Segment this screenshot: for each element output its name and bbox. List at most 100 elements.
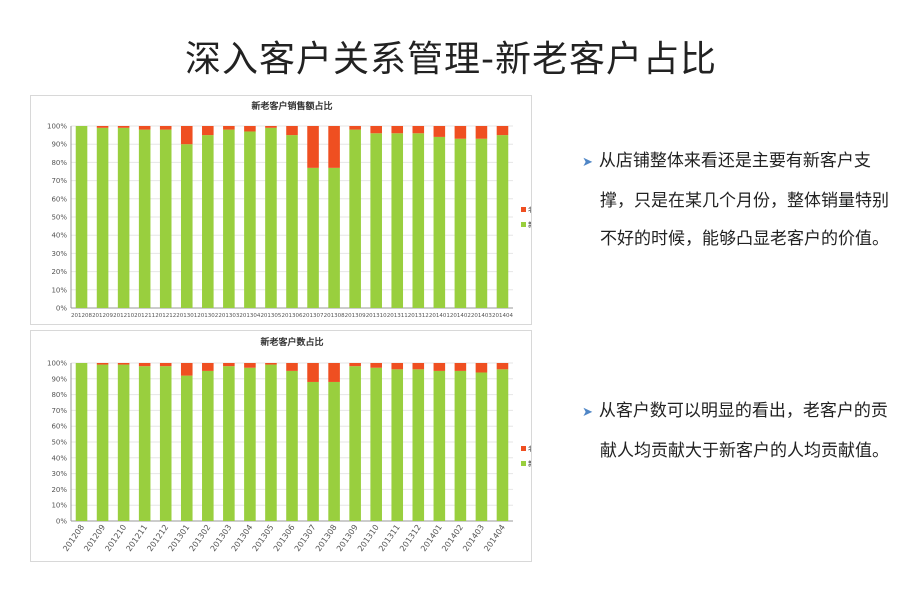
bar-old-customer (202, 126, 214, 136)
bar-new-customer (244, 131, 256, 308)
x-tick-label: 201312 (408, 313, 429, 319)
y-tick-label: 80% (51, 391, 67, 399)
bar-old-customer (117, 363, 130, 365)
y-tick-label: 0% (56, 518, 67, 526)
y-tick-label: 20% (51, 486, 67, 494)
bar-old-customer (433, 363, 446, 371)
x-tick-label: 201402 (450, 313, 471, 319)
y-tick-label: 40% (51, 454, 67, 462)
bar-new-customer (202, 135, 214, 308)
bar-new-customer (159, 366, 172, 521)
bar-new-customer (496, 369, 509, 521)
bar-new-customer (286, 370, 298, 521)
sales-share-chart-svg: 新老客户销售额占比 0% 10% 20% 30% 40% 50% 60% 70% 80% 90% 10… (47, 100, 531, 319)
bar-new-customer (180, 375, 193, 521)
y-tick-label: 30% (51, 250, 67, 258)
x-tick-label: 201305 (260, 313, 281, 319)
x-tick-label: 201208 (71, 313, 92, 319)
y-tick-label: 60% (51, 195, 67, 203)
bar-old-customer (286, 363, 298, 371)
x-tick-label: 201212 (155, 313, 176, 319)
y-tick-label: 90% (51, 141, 67, 149)
bar-old-customer (180, 126, 193, 145)
bar-new-customer (307, 167, 319, 308)
chart-title: 新老客户数占比 (260, 336, 323, 348)
bar-old-customer (307, 363, 319, 382)
chart-title: 新老客户销售额占比 (251, 100, 332, 112)
bar-new-customer (244, 367, 256, 521)
bar-new-customer (475, 138, 488, 308)
bar-old-customer (138, 363, 151, 367)
bar-new-customer (391, 369, 404, 521)
y-tick-label: 50% (51, 214, 67, 222)
legend-label: 新客户 (528, 459, 531, 468)
bar-old-customer (223, 126, 235, 130)
bar-new-customer (475, 372, 488, 521)
bar-old-customer (370, 126, 382, 134)
x-tick-label: 201311 (387, 313, 408, 319)
bar-new-customer (223, 366, 235, 521)
x-tick-label: 201304 (239, 313, 260, 319)
bar-old-customer (475, 126, 488, 139)
x-tick-label: 201401 (429, 313, 450, 319)
bar-old-customer (391, 126, 404, 134)
bar-new-customer (223, 129, 235, 308)
insight-bullet-2: ➤ 从客户数可以明显的看出，老客户的贡献人均贡献大于新客户的人均贡献值。 (582, 392, 890, 470)
bar-old-customer (265, 126, 277, 128)
bar-old-customer (496, 126, 509, 136)
x-tick-label: 201209 (92, 313, 113, 319)
arrow-bullet-icon: ➤ (582, 405, 593, 420)
bar-old-customer (117, 126, 130, 128)
y-tick-label: 10% (51, 286, 67, 294)
legend-swatch (521, 446, 526, 451)
bar-new-customer (412, 369, 425, 521)
y-tick-label: 50% (51, 439, 67, 447)
y-tick-label: 100% (47, 123, 67, 131)
bar-old-customer (454, 126, 467, 139)
bar-new-customer (159, 129, 172, 308)
legend-label: 新客户 (528, 220, 531, 229)
x-tick-label: 201404 (492, 313, 513, 319)
y-tick-label: 60% (51, 423, 67, 431)
y-tick-label: 0% (56, 305, 67, 313)
legend-label: 老客户 (528, 444, 531, 453)
arrow-bullet-icon: ➤ (582, 155, 593, 170)
legend-label: 老客户 (528, 205, 531, 214)
x-tick-label: 201210 (113, 313, 134, 319)
bar-old-customer (223, 363, 235, 367)
bar-old-customer (328, 126, 340, 168)
bar-new-customer (96, 364, 109, 521)
bar-new-customer (75, 363, 88, 521)
insight-text-1: 从店铺整体来看还是主要有新客户支撑，只是在某几个月份，整体销量特别不好的时候，能… (598, 151, 889, 249)
bar-old-customer (475, 363, 488, 373)
bar-new-customer (433, 370, 446, 521)
bar-new-customer (286, 135, 298, 308)
bar-old-customer (202, 363, 214, 371)
y-tick-label: 20% (51, 268, 67, 276)
bar-new-customer (328, 381, 340, 521)
x-tick-label: 201404 (482, 523, 507, 553)
x-tick-label: 201310 (366, 313, 387, 319)
bar-old-customer (328, 363, 340, 382)
sales-share-chart: 新老客户销售额占比 0% 10% 20% 30% 40% 50% 60% 70% 80% 90% 10… (30, 95, 532, 325)
bar-new-customer (454, 138, 467, 308)
bar-new-customer (391, 133, 404, 308)
bar-old-customer (265, 363, 277, 365)
bar-old-customer (496, 363, 509, 370)
bar-new-customer (454, 370, 467, 521)
customer-count-share-chart: 新老客户数占比 0% 10% 20% 30% 40% 50% 60% 70% 80% 90% 100%… (30, 330, 532, 562)
customer-count-share-chart-svg: 新老客户数占比 0% 10% 20% 30% 40% 50% 60% 70% 80% 90% 100%… (47, 336, 531, 553)
bar-old-customer (96, 363, 109, 365)
x-tick-label: 201303 (218, 313, 239, 319)
insight-bullet-1: ➤ 从店铺整体来看还是主要有新客户支撑，只是在某几个月份，整体销量特别不好的时候，… (582, 142, 890, 258)
bar-old-customer (180, 363, 193, 376)
bar-old-customer (159, 363, 172, 367)
x-tick-label: 201309 (345, 313, 366, 319)
bar-old-customer (454, 363, 467, 371)
bar-new-customer (265, 127, 277, 308)
legend-swatch (521, 207, 526, 212)
bar-old-customer (349, 126, 361, 130)
bar-old-customer (370, 363, 382, 368)
bar-old-customer (433, 126, 446, 137)
bar-new-customer (180, 144, 193, 308)
